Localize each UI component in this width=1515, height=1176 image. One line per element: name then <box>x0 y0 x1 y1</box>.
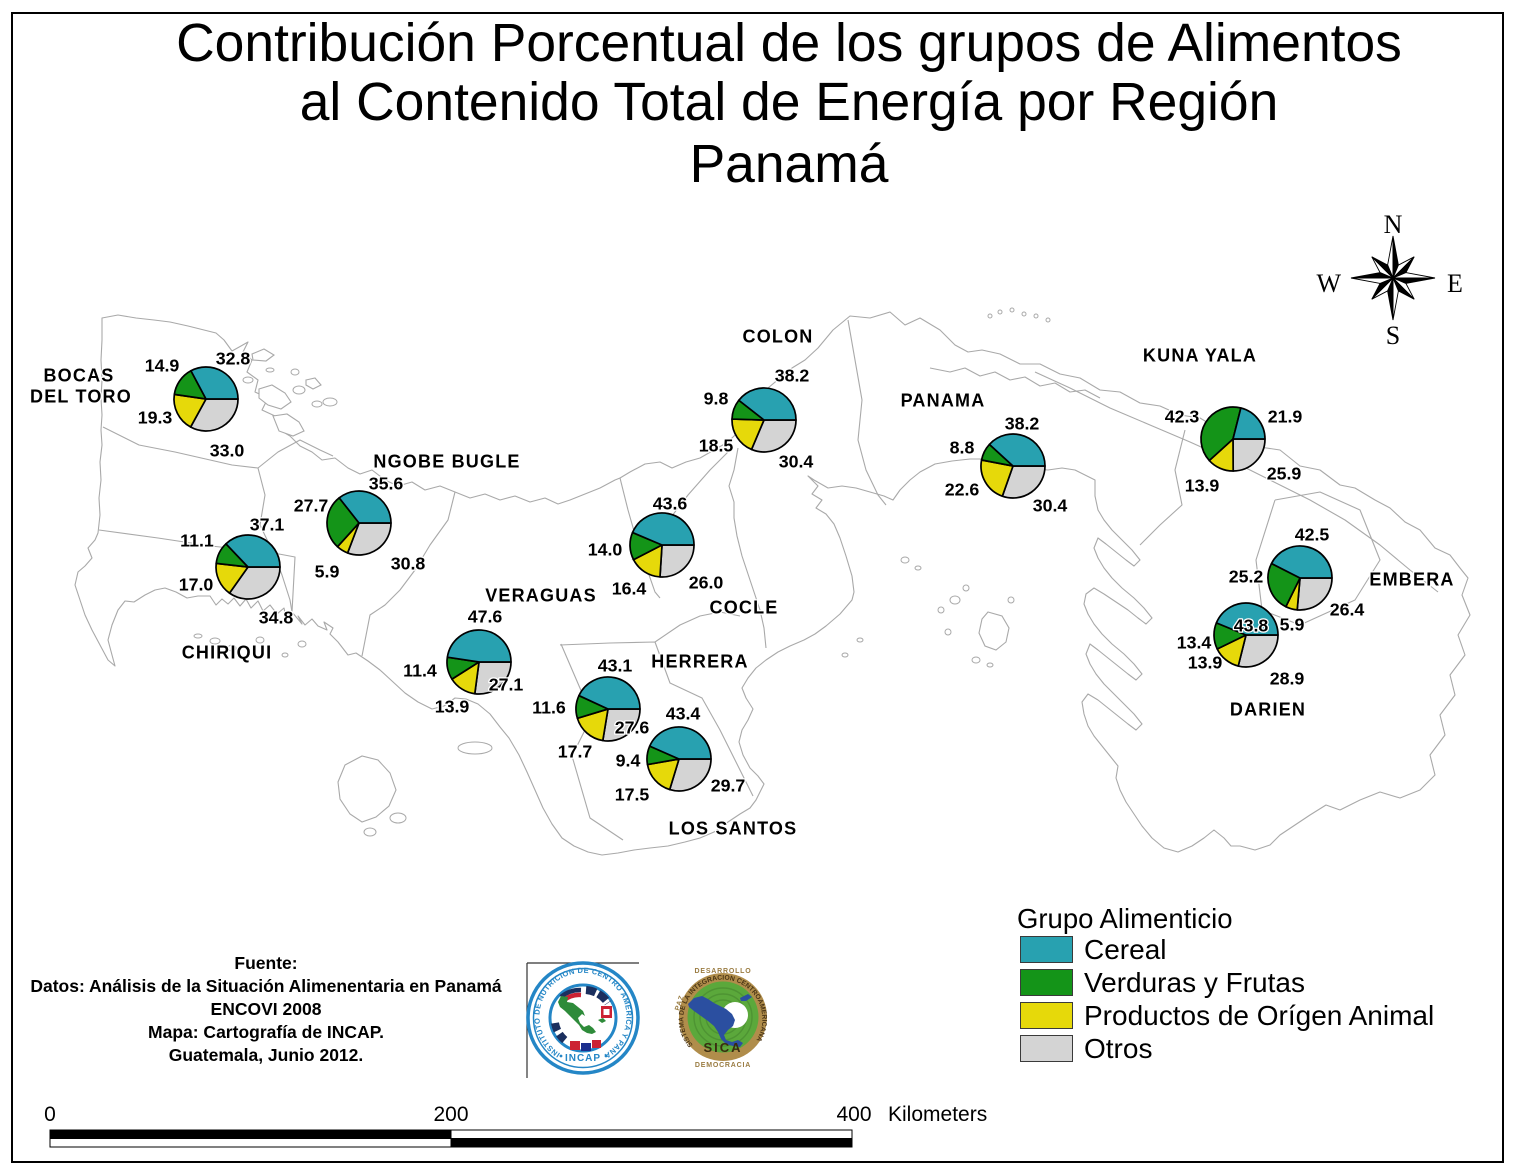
svg-text:Kilometers: Kilometers <box>888 1103 987 1126</box>
svg-text:28.9: 28.9 <box>1270 669 1305 689</box>
svg-text:11.6: 11.6 <box>532 698 566 718</box>
svg-text:43.8: 43.8 <box>1234 616 1269 636</box>
svg-text:21.9: 21.9 <box>1268 407 1303 427</box>
svg-text:COCLE: COCLE <box>710 598 779 618</box>
svg-text:DEL TORO: DEL TORO <box>30 387 132 407</box>
svg-text:17.0: 17.0 <box>179 575 214 595</box>
svg-text:NGOBE BUGLE: NGOBE BUGLE <box>373 452 520 472</box>
svg-text:BOCAS: BOCAS <box>43 366 114 386</box>
svg-text:43.4: 43.4 <box>666 704 701 724</box>
svg-text:38.2: 38.2 <box>1005 414 1040 434</box>
svg-text:400: 400 <box>836 1103 871 1126</box>
svg-text:SICA: SICA <box>703 1040 742 1055</box>
svg-text:32.8: 32.8 <box>216 349 251 369</box>
svg-text:13.4: 13.4 <box>1177 633 1212 653</box>
svg-text:42.5: 42.5 <box>1295 525 1330 545</box>
svg-text:KUNA YALA: KUNA YALA <box>1143 346 1257 366</box>
svg-text:VERAGUAS: VERAGUAS <box>485 586 597 606</box>
svg-text:200: 200 <box>433 1103 468 1126</box>
svg-text:25.9: 25.9 <box>1267 464 1302 484</box>
svg-text:30.4: 30.4 <box>1033 496 1068 516</box>
svg-text:30.8: 30.8 <box>391 554 426 574</box>
svg-text:8.8: 8.8 <box>950 438 975 458</box>
svg-text:43.6: 43.6 <box>653 494 688 514</box>
svg-text:43.1: 43.1 <box>598 656 633 676</box>
svg-text:25.2: 25.2 <box>1229 567 1264 587</box>
svg-text:0: 0 <box>44 1103 56 1126</box>
svg-text:34.8: 34.8 <box>259 608 294 628</box>
svg-text:37.1: 37.1 <box>250 515 285 535</box>
svg-text:22.6: 22.6 <box>945 480 980 500</box>
svg-text:17.7: 17.7 <box>558 742 593 762</box>
svg-text:29.7: 29.7 <box>711 776 746 796</box>
svg-text:PAZ: PAZ <box>674 994 686 1011</box>
svg-text:N: N <box>1384 210 1403 239</box>
svg-text:17.5: 17.5 <box>615 785 650 805</box>
svg-text:13.9: 13.9 <box>435 697 470 717</box>
svg-text:9.8: 9.8 <box>704 389 729 409</box>
svg-text:27.6: 27.6 <box>615 718 650 738</box>
svg-text:E: E <box>1447 269 1463 298</box>
svg-text:42.3: 42.3 <box>1165 407 1200 427</box>
svg-text:5.9: 5.9 <box>1280 615 1305 635</box>
svg-text:11.4: 11.4 <box>403 661 437 681</box>
svg-text:47.6: 47.6 <box>468 607 503 627</box>
svg-text:38.2: 38.2 <box>775 366 810 386</box>
svg-text:14.0: 14.0 <box>588 540 623 560</box>
svg-text:HERRERA: HERRERA <box>651 652 748 672</box>
svg-text:26.4: 26.4 <box>1330 600 1365 620</box>
svg-text:30.4: 30.4 <box>779 452 814 472</box>
svg-text:18.5: 18.5 <box>699 436 734 456</box>
svg-text:27.1: 27.1 <box>489 675 524 695</box>
svg-text:16.4: 16.4 <box>612 579 647 599</box>
svg-text:19.3: 19.3 <box>138 408 173 428</box>
svg-text:INCAP: INCAP <box>565 1053 601 1064</box>
svg-text:26.0: 26.0 <box>689 573 724 593</box>
svg-text:W: W <box>1316 269 1341 298</box>
svg-text:DEMOCRACIA: DEMOCRACIA <box>695 1062 751 1069</box>
svg-text:35.6: 35.6 <box>369 474 404 494</box>
svg-text:COLON: COLON <box>743 327 814 347</box>
svg-text:13.9: 13.9 <box>1188 653 1223 673</box>
svg-text:CHIRIQUI: CHIRIQUI <box>182 643 273 663</box>
svg-text:LOS SANTOS: LOS SANTOS <box>669 819 798 839</box>
svg-text:EMBERA: EMBERA <box>1369 570 1454 590</box>
svg-text:9.4: 9.4 <box>616 751 641 771</box>
svg-text:DESARROLLO: DESARROLLO <box>695 968 752 975</box>
svg-text:33.0: 33.0 <box>210 441 245 461</box>
svg-text:11.1: 11.1 <box>180 531 214 551</box>
svg-text:PANAMA: PANAMA <box>901 391 986 411</box>
svg-text:S: S <box>1386 321 1400 350</box>
svg-text:5.9: 5.9 <box>315 562 340 582</box>
svg-text:14.9: 14.9 <box>145 356 180 376</box>
svg-text:27.7: 27.7 <box>294 496 329 516</box>
svg-text:DARIEN: DARIEN <box>1230 700 1306 720</box>
svg-text:13.9: 13.9 <box>1185 476 1220 496</box>
